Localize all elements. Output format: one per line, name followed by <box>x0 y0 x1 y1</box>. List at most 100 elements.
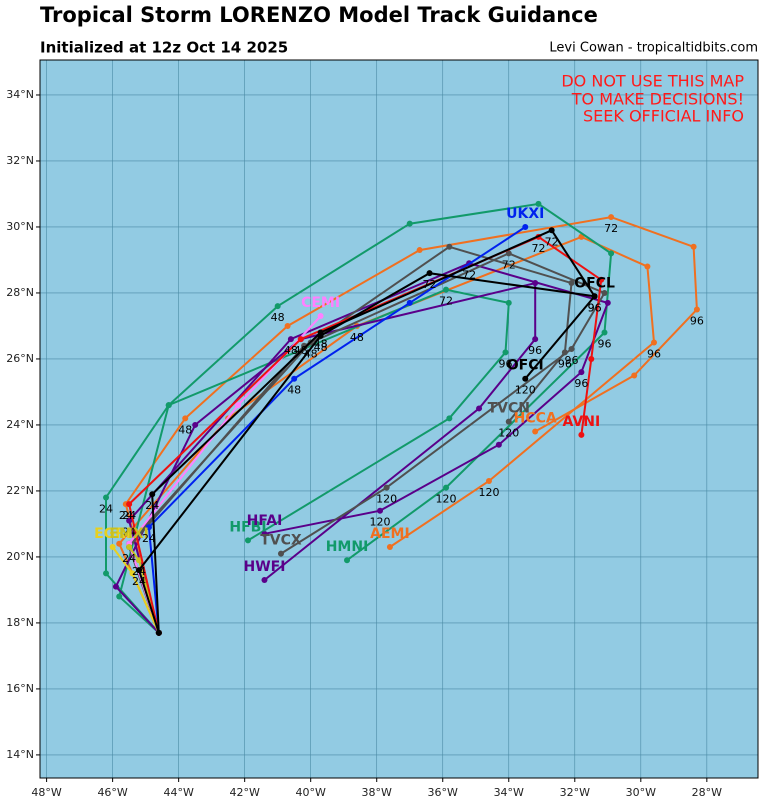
x-tick-label: 42°W <box>229 786 259 799</box>
map-area <box>40 60 758 778</box>
track-name: OFCL <box>574 275 615 291</box>
y-tick-label: 28°N <box>6 286 34 299</box>
track-point <box>126 517 133 524</box>
chart-subtitle: Initialized at 12z Oct 14 2025 <box>40 39 288 57</box>
track-point <box>588 355 595 362</box>
hour-label: 24 <box>142 532 156 545</box>
y-tick-label: 14°N <box>6 748 34 761</box>
hour-label: 96 <box>498 357 512 370</box>
track-name: AVNI <box>563 414 601 430</box>
hour-label: 48 <box>284 344 298 357</box>
hour-label: 72 <box>439 295 453 308</box>
hour-label: 24 <box>122 526 136 539</box>
track-point <box>578 369 585 376</box>
track-point <box>568 280 575 287</box>
track-point <box>261 530 268 537</box>
track-point <box>287 336 294 343</box>
track-point <box>601 329 608 336</box>
track-name: HCCA <box>514 411 557 427</box>
track-point <box>532 428 539 435</box>
hour-label: 24 <box>145 499 159 512</box>
track-point <box>443 286 450 293</box>
track-point <box>145 524 152 531</box>
track-point <box>446 415 453 422</box>
track-point <box>631 372 638 379</box>
track-point <box>548 227 555 234</box>
track-point <box>126 501 133 508</box>
hour-label: 48 <box>304 347 318 360</box>
y-tick-label: 30°N <box>6 220 34 233</box>
x-tick-label: 48°W <box>31 786 61 799</box>
warning: DO NOT USE THIS MAP <box>561 72 744 91</box>
track-point <box>149 491 156 498</box>
track-point <box>291 375 298 382</box>
track-point <box>192 421 199 428</box>
track-point <box>608 250 615 257</box>
track-point <box>112 583 119 590</box>
track-point <box>426 270 433 277</box>
hour-label: 96 <box>528 344 542 357</box>
track-point <box>505 418 512 425</box>
hour-label: 24 <box>132 575 146 588</box>
track-point <box>377 507 384 514</box>
hour-label: 48 <box>350 331 364 344</box>
hour-label: 96 <box>647 347 661 360</box>
x-tick-label: 28°W <box>692 786 722 799</box>
y-tick-label: 24°N <box>6 418 34 431</box>
track-line <box>114 281 537 634</box>
track-name: AEMI <box>370 526 410 542</box>
hour-label: 72 <box>502 258 516 271</box>
track-point <box>261 577 268 584</box>
track-point <box>598 276 605 283</box>
track-point <box>446 243 453 250</box>
track-point <box>182 415 189 422</box>
hour-label: 72 <box>423 278 437 291</box>
track-name: OFCI <box>507 358 544 374</box>
hour-label: 24 <box>99 503 113 516</box>
hour-label: 24 <box>119 509 133 522</box>
track-point <box>235 402 242 409</box>
track-point <box>155 629 162 636</box>
x-tick-label: 36°W <box>428 786 458 799</box>
hour-label: 48 <box>271 311 285 324</box>
track-point <box>535 200 542 207</box>
track-name: TVCX <box>260 533 302 549</box>
x-tick-label: 34°W <box>494 786 524 799</box>
track-point <box>317 313 324 320</box>
track-point <box>386 544 393 551</box>
hour-label: 96 <box>574 377 588 390</box>
track-point <box>485 478 492 485</box>
track-point <box>116 540 123 547</box>
x-tick-label: 32°W <box>560 786 590 799</box>
x-tick-label: 30°W <box>626 786 656 799</box>
track-point <box>591 293 598 300</box>
track-point <box>297 336 304 343</box>
hour-label: 120 <box>436 493 457 506</box>
track-point <box>344 557 351 564</box>
y-tick-label: 16°N <box>6 682 34 695</box>
track-point <box>578 431 585 438</box>
x-tick-label: 46°W <box>97 786 127 799</box>
track-name: TVCN <box>488 401 530 417</box>
hour-label: 120 <box>478 486 499 499</box>
warning: TO MAKE DECISIONS! <box>571 90 744 109</box>
y-tick-label: 34°N <box>6 88 34 101</box>
map-border <box>39 59 759 779</box>
x-tick-label: 40°W <box>296 786 326 799</box>
track-name: CEMI <box>301 295 340 311</box>
track-name: UKXI <box>506 206 544 222</box>
hour-label: 24 <box>132 565 146 578</box>
track-point <box>690 243 697 250</box>
y-tick-label: 20°N <box>6 550 34 563</box>
track-name: HFBI <box>229 519 266 535</box>
track-name: EMXI <box>109 526 149 542</box>
hour-label: 24 <box>122 509 136 522</box>
track-point <box>317 329 324 336</box>
track-point <box>561 349 568 356</box>
track-point <box>502 349 509 356</box>
track-point <box>568 346 575 353</box>
hour-label: 96 <box>558 357 572 370</box>
track-point <box>244 537 251 544</box>
hour-label: 96 <box>588 301 602 314</box>
